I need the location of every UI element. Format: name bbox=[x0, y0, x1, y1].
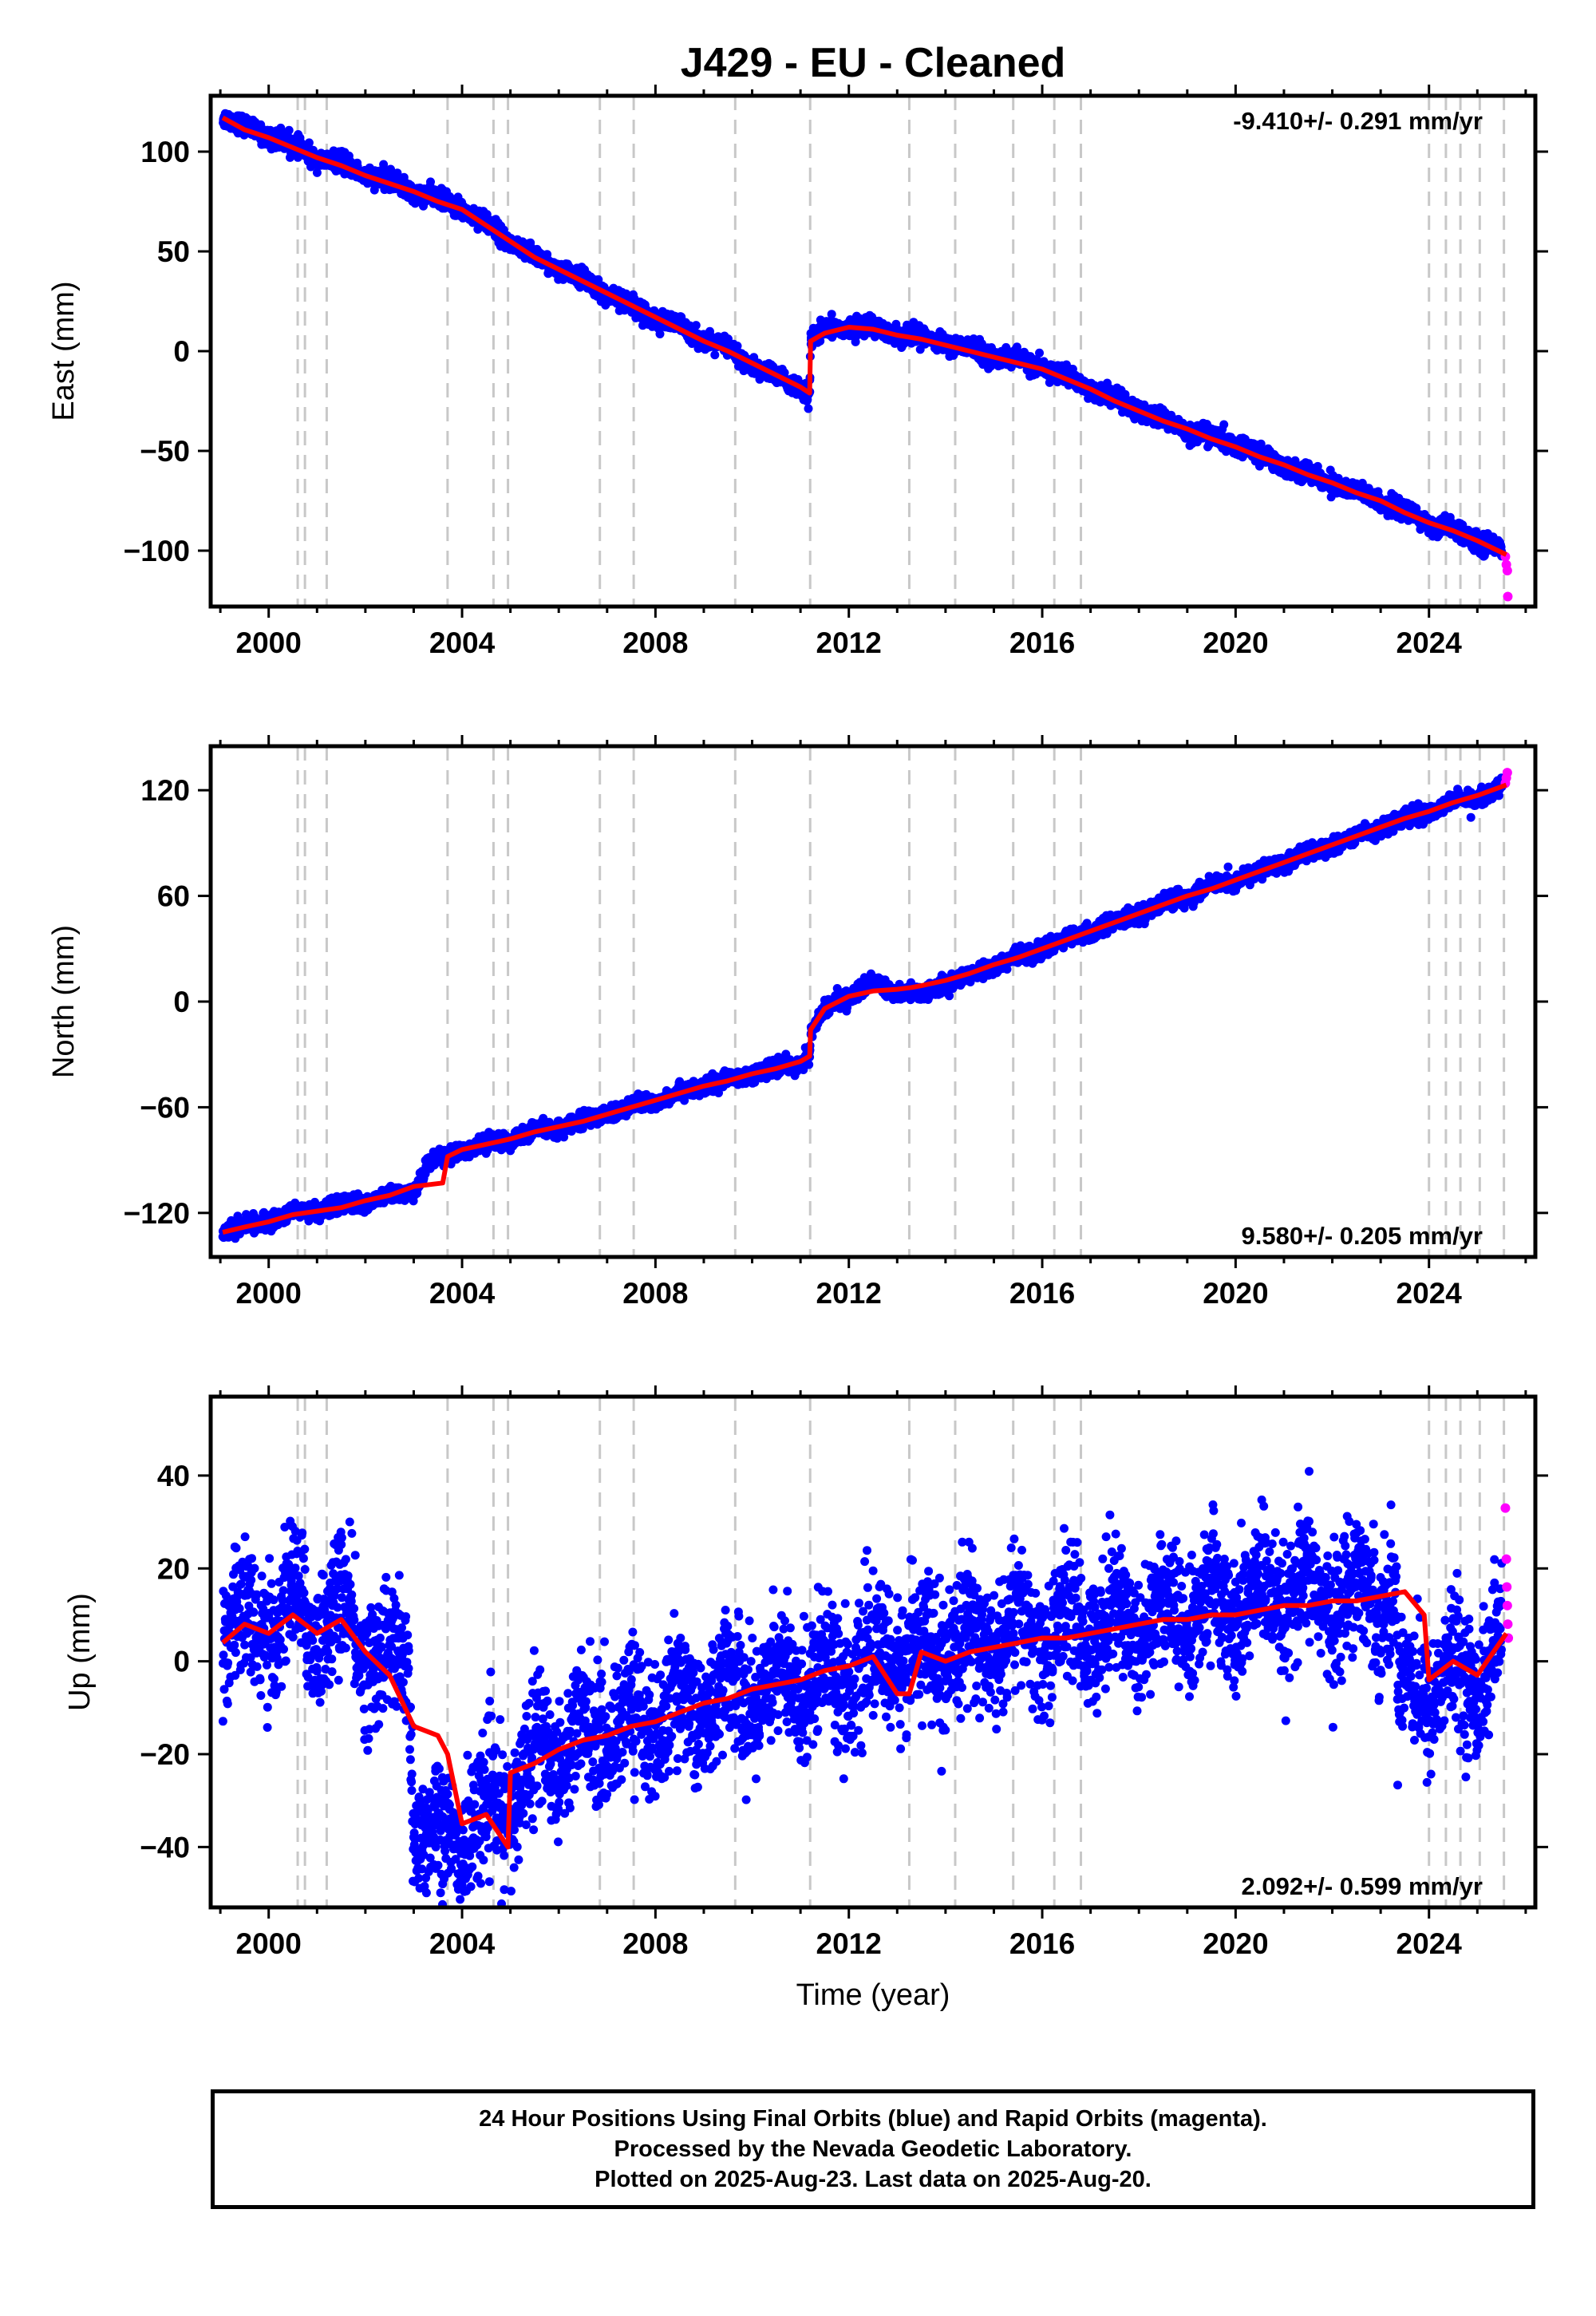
data-point bbox=[393, 168, 402, 178]
y-tick-label: 0 bbox=[173, 335, 190, 368]
y-axis-label: East (mm) bbox=[47, 281, 81, 421]
data-point bbox=[780, 368, 789, 377]
x-tick-label: 2008 bbox=[622, 626, 688, 659]
plot-area bbox=[219, 96, 1513, 607]
data-point bbox=[710, 350, 720, 360]
data-point bbox=[691, 321, 701, 330]
x-tick-label: 2016 bbox=[1009, 626, 1075, 659]
rapid-point bbox=[1502, 566, 1512, 575]
data-point bbox=[369, 185, 379, 195]
plot-frame bbox=[208, 93, 1538, 609]
data-point bbox=[284, 125, 294, 135]
y-tick-label: −100 bbox=[124, 535, 190, 567]
rapid-point bbox=[1503, 591, 1513, 602]
data-point bbox=[379, 160, 389, 169]
rapid-orbits-points bbox=[1500, 551, 1513, 602]
data-point bbox=[1472, 527, 1481, 536]
figure-title: J429 - EU - Cleaned bbox=[681, 40, 1066, 86]
data-point bbox=[312, 168, 322, 177]
data-point bbox=[804, 404, 813, 413]
x-tick-label: 2004 bbox=[429, 626, 496, 659]
final-orbits-points bbox=[218, 773, 1507, 1243]
data-point bbox=[655, 330, 665, 338]
data-point bbox=[1219, 420, 1229, 429]
north-panel: 2000 2004 2008 2012 2016 2020 2024−120−6006012… bbox=[47, 735, 1548, 1310]
plot-area bbox=[218, 746, 1512, 1257]
data-point bbox=[304, 138, 314, 148]
y-tick-label: 50 bbox=[157, 235, 190, 268]
data-point bbox=[1035, 348, 1044, 358]
data-point bbox=[1256, 439, 1266, 449]
y-tick-label: −50 bbox=[140, 435, 190, 468]
rate-label: -9.410+/- 0.291 mm/yr bbox=[1233, 107, 1483, 135]
x-tick-label: 2000 bbox=[236, 626, 302, 659]
data-point bbox=[426, 177, 435, 187]
y-tick-label: 100 bbox=[140, 136, 190, 168]
x-tick-label: 2020 bbox=[1203, 626, 1268, 659]
model-line bbox=[221, 115, 1507, 557]
x-tick-label: 2024 bbox=[1396, 626, 1463, 659]
data-point bbox=[543, 250, 552, 259]
x-tick-label: 2012 bbox=[816, 626, 882, 659]
data-point bbox=[827, 310, 836, 319]
east-panel: 2000 2004 2008 2012 2016 2020 2024 −100 −50 0 50 10… bbox=[47, 85, 1548, 659]
final-orbits-points bbox=[219, 109, 1507, 561]
